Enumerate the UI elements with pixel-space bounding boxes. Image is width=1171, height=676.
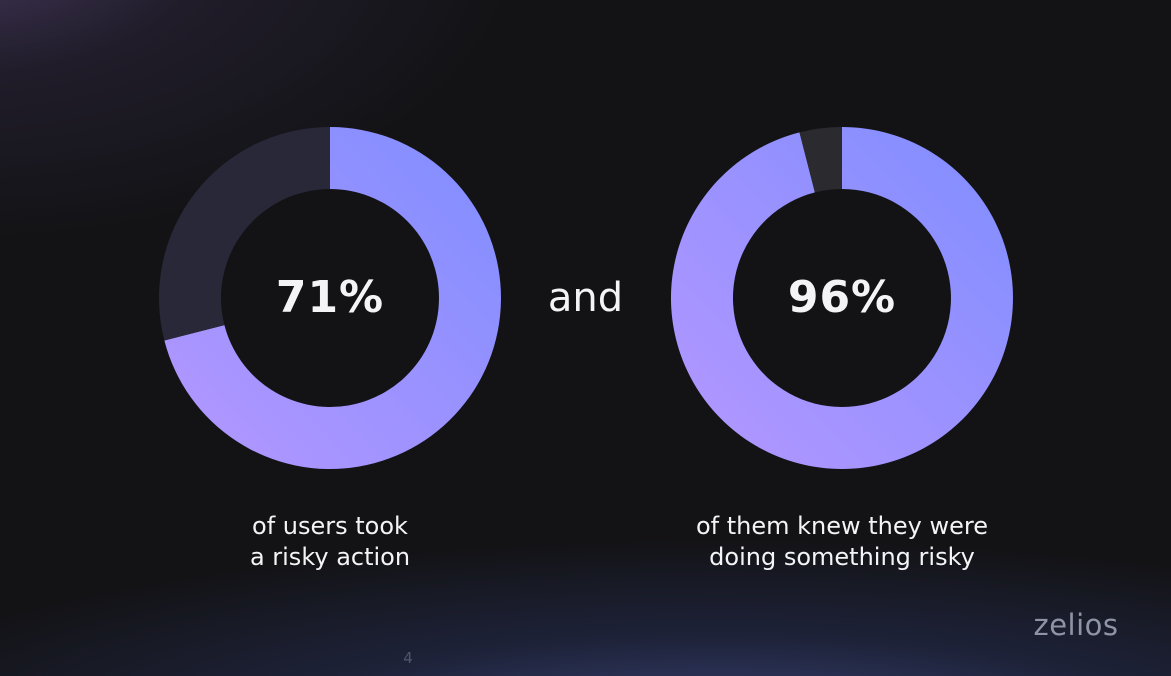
donut-slice-value: [164, 127, 501, 469]
donut-value-label: 96%: [787, 272, 897, 323]
donut-chart-knew-risky: 96%: [671, 127, 1013, 469]
donut-slice-value: [671, 127, 1013, 469]
donut-slice-remainder: [799, 127, 842, 193]
donut-chart-svg: [671, 127, 1013, 469]
caption-users-risky-action: of users took a risky action: [130, 511, 530, 573]
donut-chart-users-risky-action: 71%: [159, 127, 501, 469]
donut-value-label: 71%: [275, 272, 385, 323]
connector-text: and: [547, 275, 624, 321]
donut-slice-remainder: [159, 127, 330, 341]
donut-chart-svg: [159, 127, 501, 469]
caption-knew-risky: of them knew they were doing something r…: [642, 511, 1042, 573]
caption-line: of them knew they were: [695, 512, 988, 540]
caption-line: of users took: [252, 512, 408, 540]
page-number: 4: [403, 649, 413, 667]
caption-line: doing something risky: [709, 543, 975, 571]
brand-logo: zelios: [1033, 608, 1119, 642]
caption-line: a risky action: [249, 543, 411, 571]
